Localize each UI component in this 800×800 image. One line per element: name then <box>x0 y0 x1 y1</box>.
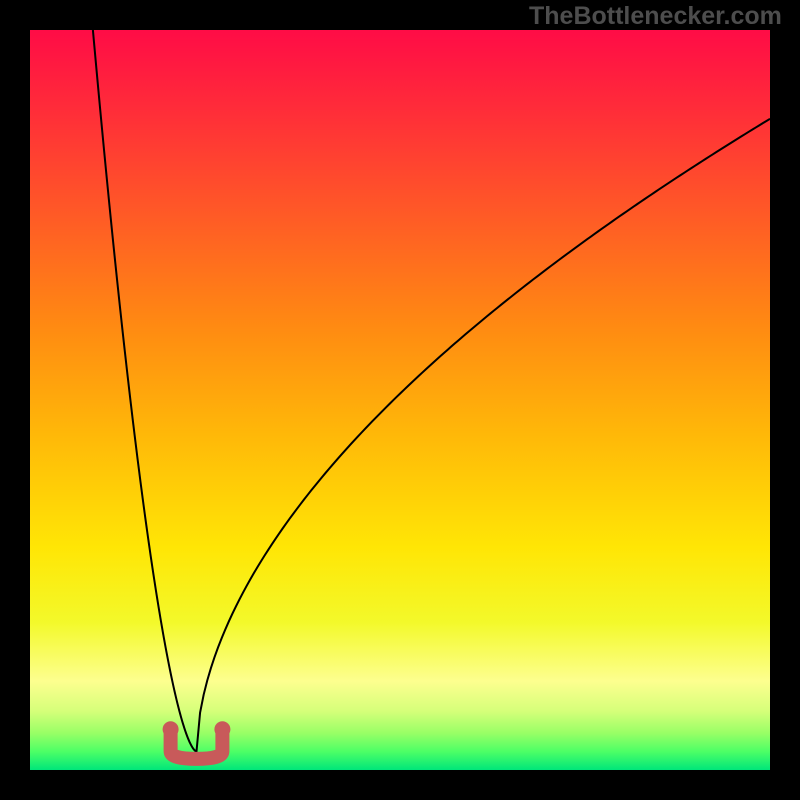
marker-dot-right <box>214 721 230 737</box>
gradient-background <box>30 30 770 770</box>
marker-dot-left <box>163 721 179 737</box>
plot-svg <box>30 30 770 770</box>
watermark-text: TheBottlenecker.com <box>529 2 782 31</box>
plot-area <box>30 30 770 770</box>
stage: TheBottlenecker.com <box>0 0 800 800</box>
